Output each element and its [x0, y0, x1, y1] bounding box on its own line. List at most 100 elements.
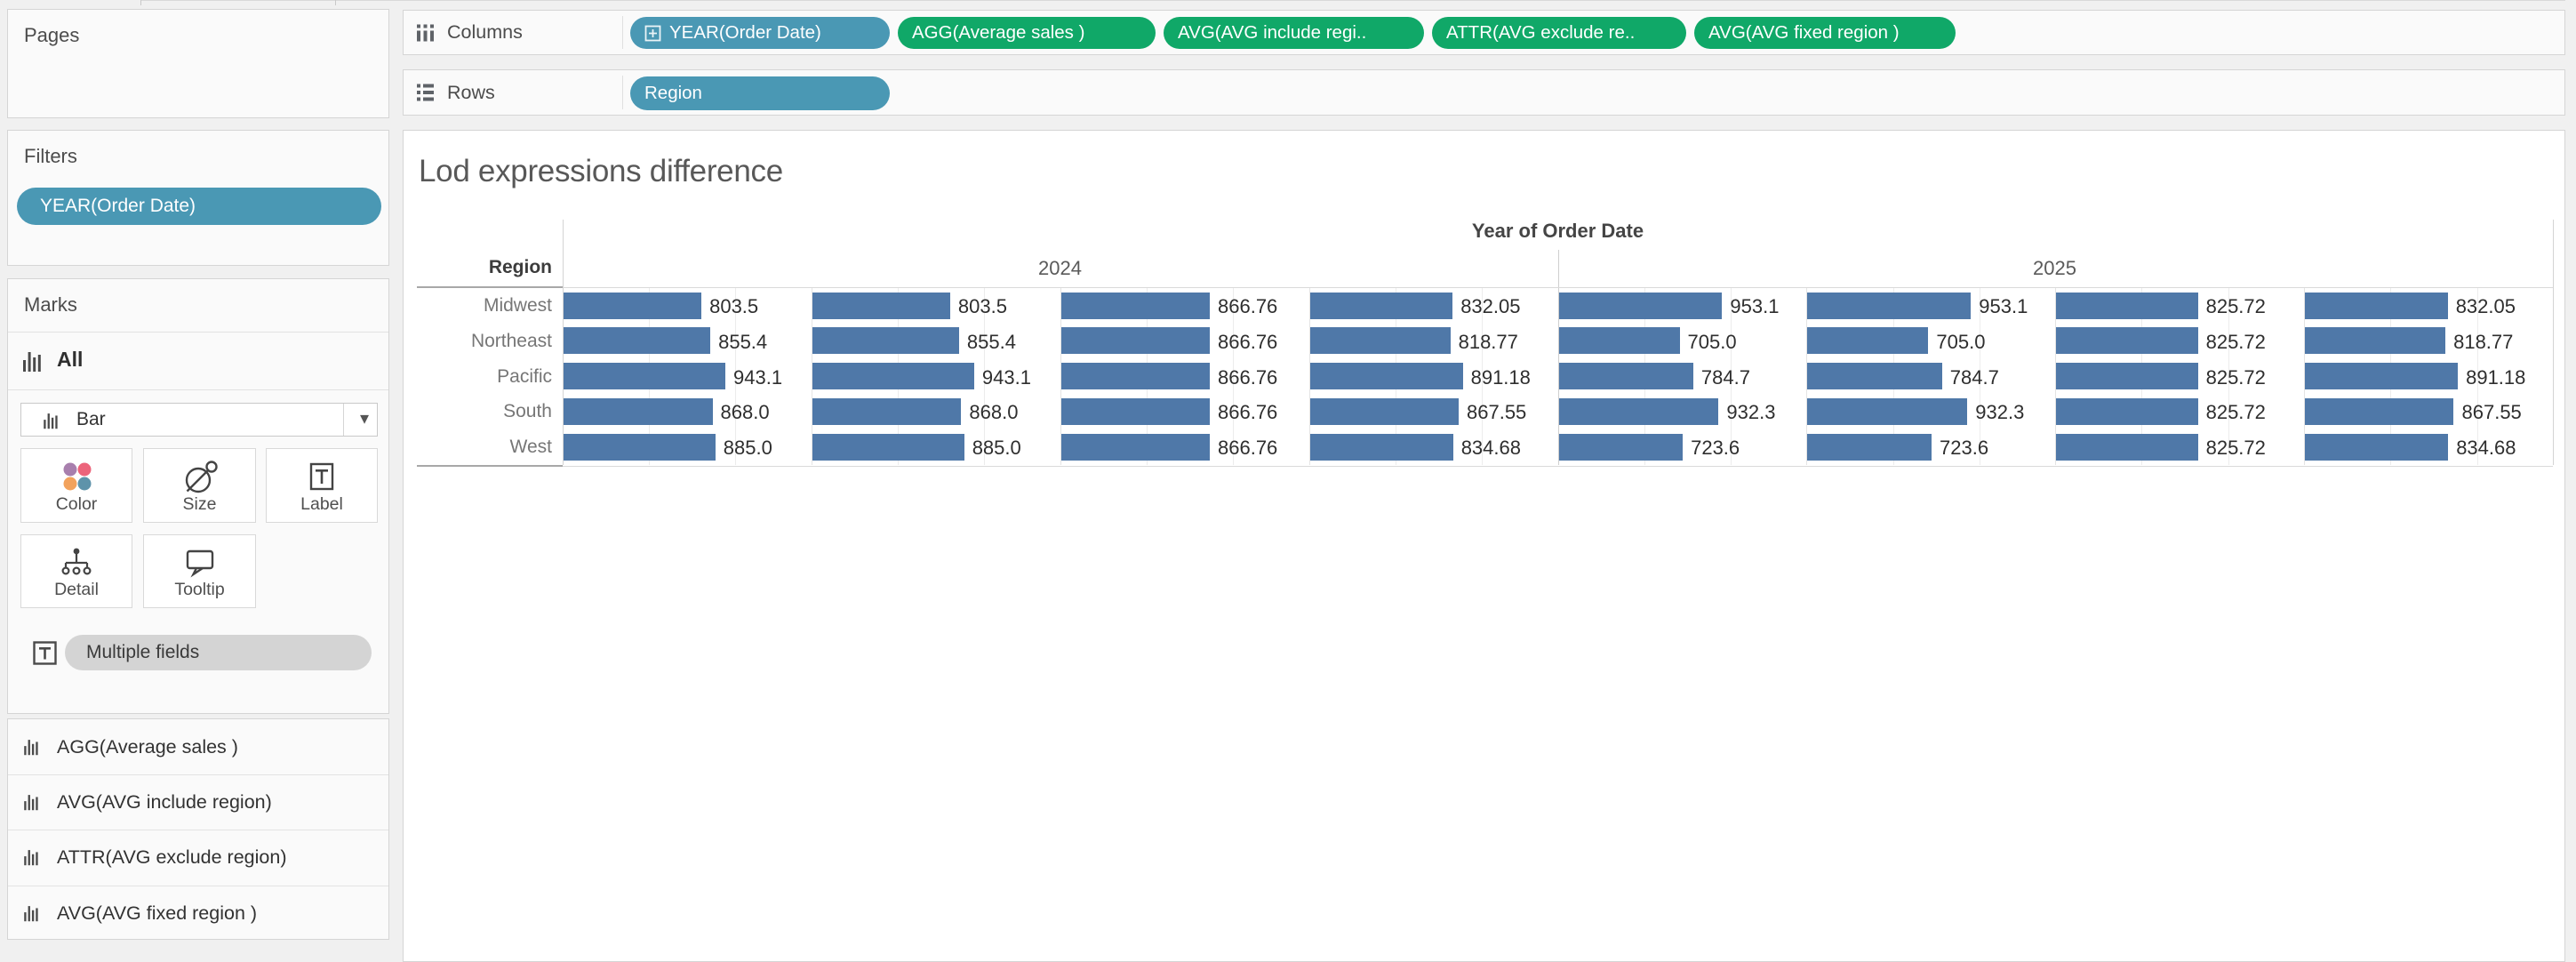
- measure-card-avg-avg-include-region[interactable]: AVG(AVG include region): [8, 774, 388, 830]
- label-button[interactable]: Label: [266, 448, 378, 523]
- bar-mark-west-3[interactable]: [1309, 433, 1453, 461]
- bar-mark-pacific-0[interactable]: [564, 363, 725, 390]
- worksheet-card: Lod expressions difference Year of Order…: [403, 130, 2565, 962]
- pages-shelf[interactable]: Pages: [7, 9, 389, 118]
- bar-value-label: 885.0: [972, 437, 1021, 460]
- multiple-fields-pill[interactable]: Multiple fields: [65, 635, 372, 670]
- measure-card-attr-avg-exclude-region[interactable]: ATTR(AVG exclude region): [8, 830, 388, 885]
- gridline: [735, 287, 737, 465]
- size-button[interactable]: Size: [143, 448, 256, 523]
- bar-value-label: 825.72: [2205, 330, 2266, 353]
- detail-button[interactable]: Detail: [20, 534, 132, 608]
- row-label-pacific[interactable]: Pacific: [497, 365, 552, 387]
- bar-mark-south-3[interactable]: [1309, 397, 1459, 425]
- gridline: [984, 287, 986, 465]
- top-edge-divider: [140, 0, 2565, 1]
- gridline: [2228, 287, 2229, 465]
- bar-mark-northeast-7[interactable]: [2305, 327, 2446, 355]
- row-label-west[interactable]: West: [509, 437, 552, 458]
- row-label-northeast[interactable]: Northeast: [470, 330, 552, 351]
- bar-mark-midwest-5[interactable]: [1807, 292, 1972, 319]
- shelf-pill-avg-avg-include-regi[interactable]: AVG(AVG include regi..: [1164, 17, 1424, 49]
- chart-title: Lod expressions difference: [419, 154, 783, 188]
- column-axis-title[interactable]: Year of Order Date: [1471, 220, 1644, 242]
- measure-card-avg-avg-fixed-region[interactable]: AVG(AVG fixed region ): [8, 886, 388, 941]
- bar-value-label: 885.0: [723, 437, 772, 460]
- bar-mark-northeast-5[interactable]: [1807, 327, 1929, 355]
- pill-label: AVG(AVG fixed region ): [1708, 22, 1900, 43]
- color-button[interactable]: Color: [20, 448, 132, 523]
- row-label-south[interactable]: South: [503, 401, 552, 422]
- bar-mark-pacific-7[interactable]: [2305, 363, 2459, 390]
- row-label-midwest[interactable]: Midwest: [483, 295, 552, 316]
- bar-mark-pacific-6[interactable]: [2056, 363, 2198, 390]
- bar-mark-northeast-1[interactable]: [812, 327, 959, 355]
- columns-shelf-label: Columns: [447, 21, 523, 43]
- shelf-pill-year-order-date[interactable]: YEAR(Order Date): [630, 17, 890, 49]
- bar-mark-west-6[interactable]: [2056, 433, 2198, 461]
- bar-mark-south-6[interactable]: [2056, 397, 2198, 425]
- bar-mark-northeast-4[interactable]: [1558, 327, 1680, 355]
- bar-mark-northeast-3[interactable]: [1309, 327, 1451, 355]
- text-icon: [33, 641, 57, 665]
- bar-mark-midwest-4[interactable]: [1558, 292, 1723, 319]
- marks-all-row[interactable]: All: [8, 333, 388, 389]
- bar-mark-midwest-0[interactable]: [564, 292, 702, 319]
- bar-mark-south-5[interactable]: [1807, 397, 1968, 425]
- measure-card-agg-average-sales[interactable]: AGG(Average sales ): [8, 719, 388, 774]
- pages-title: Pages: [24, 24, 80, 46]
- bar-mark-west-2[interactable]: [1060, 433, 1211, 461]
- bar-mark-west-7[interactable]: [2305, 433, 2449, 461]
- bar-value-label: 891.18: [1470, 365, 1531, 389]
- bar-mark-west-5[interactable]: [1807, 433, 1932, 461]
- chevron-down-icon[interactable]: [360, 407, 369, 429]
- bar-chart-icon: [23, 737, 39, 756]
- bar-mark-pacific-2[interactable]: [1060, 363, 1211, 390]
- bar-mark-northeast-2[interactable]: [1060, 327, 1211, 355]
- filters-shelf[interactable]: Filters YEAR(Order Date): [7, 130, 389, 266]
- bar-mark-west-0[interactable]: [564, 433, 716, 461]
- bar-mark-west-1[interactable]: [812, 433, 964, 461]
- color-button-label: Color: [55, 494, 98, 514]
- year-header-2024[interactable]: 2024: [1038, 257, 1082, 279]
- bar-mark-south-7[interactable]: [2305, 397, 2454, 425]
- bar-mark-south-0[interactable]: [564, 397, 713, 425]
- year-header-2025[interactable]: 2025: [2033, 257, 2076, 279]
- rows-icon: [415, 83, 436, 103]
- bar-mark-south-1[interactable]: [812, 397, 962, 425]
- bar-mark-pacific-4[interactable]: [1558, 363, 1693, 390]
- rows-shelf[interactable]: Rows Region: [403, 69, 2565, 116]
- shelf-pill-region[interactable]: Region: [630, 76, 890, 110]
- bar-mark-pacific-5[interactable]: [1807, 363, 1942, 390]
- panel-separator-line: [1308, 287, 1310, 465]
- bar-value-label: 943.1: [733, 365, 783, 389]
- bar-mark-northeast-6[interactable]: [2056, 327, 2198, 355]
- shelf-pill-avg-avg-fixed-region[interactable]: AVG(AVG fixed region ): [1694, 17, 1956, 49]
- bar-mark-pacific-1[interactable]: [812, 363, 974, 390]
- bar-mark-south-2[interactable]: [1060, 397, 1211, 425]
- bar-mark-south-4[interactable]: [1558, 397, 1719, 425]
- bar-value-label: 825.72: [2205, 365, 2266, 389]
- shelf-pill-agg-average-sales[interactable]: AGG(Average sales ): [898, 17, 1156, 49]
- bar-mark-midwest-1[interactable]: [812, 292, 950, 319]
- bar-value-label: 832.05: [2455, 295, 2516, 317]
- filter-pill-year-order-date[interactable]: YEAR(Order Date): [17, 188, 381, 225]
- columns-shelf[interactable]: Columns YEAR(Order Date) AGG(Average sale…: [403, 10, 2565, 55]
- bar-mark-northeast-0[interactable]: [564, 327, 711, 355]
- mark-type-select[interactable]: Bar: [20, 403, 378, 437]
- bar-mark-midwest-2[interactable]: [1060, 292, 1211, 319]
- bar-mark-pacific-3[interactable]: [1309, 363, 1463, 390]
- shelf-pill-attr-avg-exclude-re[interactable]: ATTR(AVG exclude re..: [1432, 17, 1686, 49]
- tooltip-button[interactable]: Tooltip: [143, 534, 256, 608]
- multiple-fields-label: Multiple fields: [86, 642, 200, 662]
- bar-mark-midwest-7[interactable]: [2305, 292, 2448, 319]
- divider: [343, 404, 344, 436]
- bar-mark-midwest-6[interactable]: [2056, 292, 2198, 319]
- mark-type-value: Bar: [76, 409, 106, 429]
- bar-mark-midwest-3[interactable]: [1309, 292, 1453, 319]
- bar-mark-west-4[interactable]: [1558, 433, 1684, 461]
- row-header-region[interactable]: Region: [488, 257, 552, 277]
- filters-title: Filters: [24, 145, 77, 167]
- panel-separator-line: [1806, 287, 1808, 465]
- bar-value-label: 866.76: [1218, 330, 1278, 353]
